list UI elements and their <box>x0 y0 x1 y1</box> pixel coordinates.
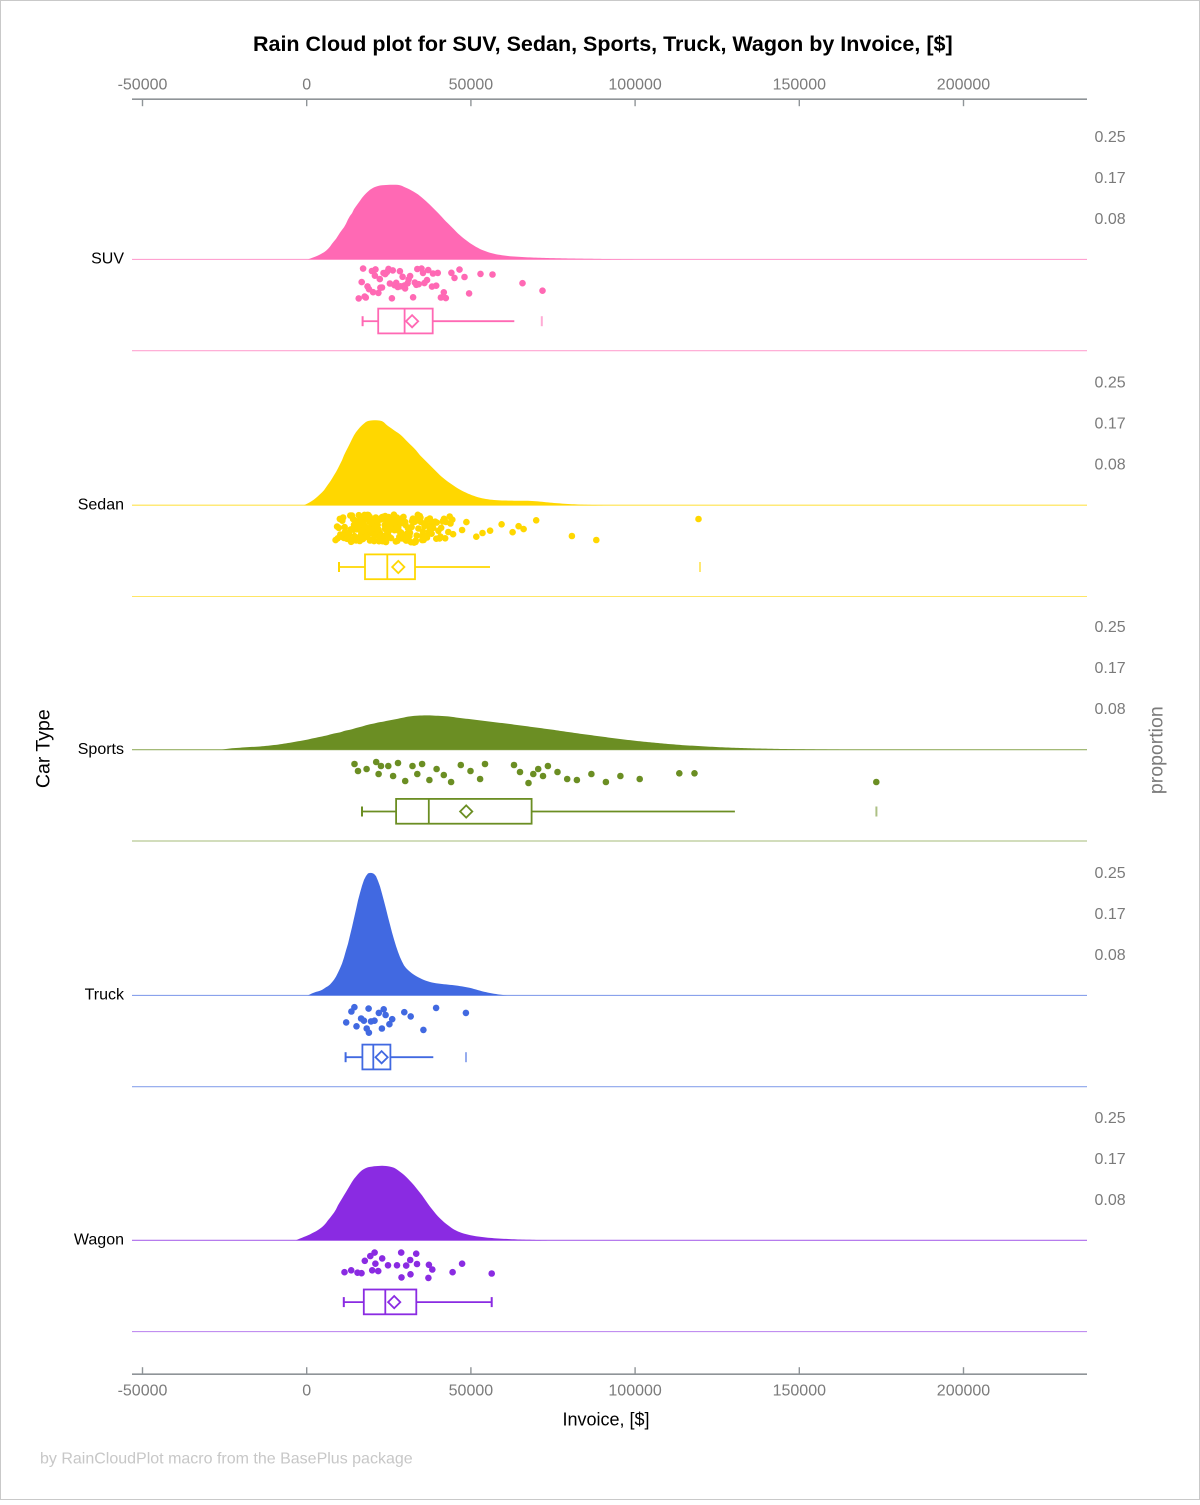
svg-text:150000: 150000 <box>773 77 826 94</box>
svg-text:0.25: 0.25 <box>1095 619 1126 636</box>
svg-text:Sedan: Sedan <box>78 496 124 513</box>
svg-text:0.08: 0.08 <box>1095 457 1126 474</box>
svg-text:0.17: 0.17 <box>1095 170 1126 187</box>
svg-text:-50000: -50000 <box>118 1383 168 1400</box>
svg-text:50000: 50000 <box>449 77 494 94</box>
svg-text:0.17: 0.17 <box>1095 660 1126 677</box>
svg-text:Car Type: Car Type <box>33 709 55 788</box>
svg-text:0.25: 0.25 <box>1095 865 1126 882</box>
svg-text:Invoice, [$]: Invoice, [$] <box>562 1410 649 1430</box>
svg-text:0.17: 0.17 <box>1095 1151 1126 1168</box>
svg-text:0.17: 0.17 <box>1095 416 1126 433</box>
svg-text:Truck: Truck <box>85 987 125 1004</box>
svg-text:100000: 100000 <box>608 1383 661 1400</box>
svg-text:150000: 150000 <box>773 1383 826 1400</box>
svg-text:SUV: SUV <box>91 251 124 268</box>
svg-text:50000: 50000 <box>449 1383 494 1400</box>
svg-text:100000: 100000 <box>608 77 661 94</box>
svg-text:0: 0 <box>302 1383 311 1400</box>
svg-text:0.17: 0.17 <box>1095 906 1126 923</box>
svg-text:proportion: proportion <box>1146 706 1168 794</box>
svg-text:Sports: Sports <box>78 741 124 758</box>
svg-text:Rain Cloud plot for SUV, Sedan: Rain Cloud plot for SUV, Sedan, Sports, … <box>253 32 953 56</box>
svg-text:-50000: -50000 <box>118 77 168 94</box>
svg-text:Wagon: Wagon <box>74 1232 124 1249</box>
svg-text:0.08: 0.08 <box>1095 1192 1126 1209</box>
svg-text:0: 0 <box>302 77 311 94</box>
svg-text:0.08: 0.08 <box>1095 211 1126 228</box>
svg-text:by RainCloudPlot macro from th: by RainCloudPlot macro from the BasePlus… <box>40 1451 413 1468</box>
svg-text:0.25: 0.25 <box>1095 129 1126 146</box>
svg-text:0.25: 0.25 <box>1095 375 1126 392</box>
svg-text:0.08: 0.08 <box>1095 701 1126 718</box>
svg-text:200000: 200000 <box>937 77 990 94</box>
svg-text:0.25: 0.25 <box>1095 1110 1126 1127</box>
svg-text:200000: 200000 <box>937 1383 990 1400</box>
svg-text:0.08: 0.08 <box>1095 947 1126 964</box>
